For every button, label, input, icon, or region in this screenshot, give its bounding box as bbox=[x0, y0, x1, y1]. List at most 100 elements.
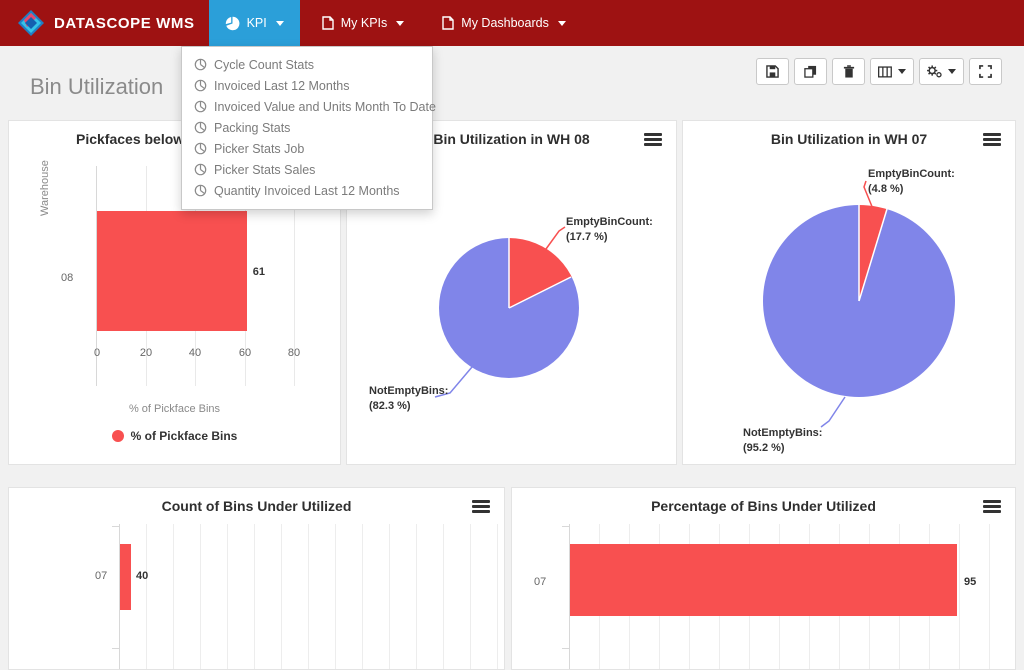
pie-label-empty: EmptyBinCount: (17.7 %) bbox=[566, 216, 653, 243]
chart-panel-percentage: Percentage of Bins Under Utilized 07 95 bbox=[511, 487, 1016, 670]
kpi-dropdown-menu: Cycle Count Stats Invoiced Last 12 Month… bbox=[181, 46, 436, 210]
nav-my-kpis[interactable]: My KPIs bbox=[306, 0, 421, 46]
trash-icon bbox=[843, 65, 854, 78]
brand-name: DATASCOPE WMS bbox=[54, 14, 195, 32]
chart-menu-icon[interactable] bbox=[644, 133, 662, 146]
menu-item-label: Packing Stats bbox=[214, 120, 291, 135]
chart-title: Count of Bins Under Utilized bbox=[161, 498, 352, 514]
pie-chart-icon bbox=[194, 184, 207, 197]
chevron-down-icon bbox=[948, 69, 956, 74]
save-button[interactable] bbox=[756, 58, 789, 85]
menu-item-quantity-invoiced[interactable]: Quantity Invoiced Last 12 Months bbox=[182, 180, 432, 201]
delete-button[interactable] bbox=[832, 58, 865, 85]
bar-value-label: 40 bbox=[136, 570, 149, 582]
columns-icon bbox=[878, 65, 892, 78]
nav-my-dashboards-label: My Dashboards bbox=[461, 16, 549, 30]
pie-wh08[interactable] bbox=[439, 238, 579, 378]
axis-tick bbox=[112, 648, 119, 649]
brand[interactable]: DATASCOPE WMS bbox=[0, 0, 209, 46]
chevron-down-icon bbox=[898, 69, 906, 74]
pie-label-notempty: NotEmptyBins: (95.2 %) bbox=[743, 427, 823, 454]
chart-panel-count: Count of Bins Under Utilized 07 40 bbox=[8, 487, 505, 670]
menu-item-label: Invoiced Last 12 Months bbox=[214, 78, 350, 93]
nav-kpi[interactable]: KPI bbox=[208, 0, 300, 46]
dashboard-toolbar bbox=[756, 58, 1002, 85]
menu-item-label: Quantity Invoiced Last 12 Months bbox=[214, 183, 400, 198]
y-tick-label: 07 bbox=[95, 570, 108, 582]
axis-tick bbox=[112, 526, 119, 527]
file-icon bbox=[322, 16, 334, 30]
chart-menu-icon[interactable] bbox=[472, 500, 490, 513]
y-tick-label: 07 bbox=[534, 576, 547, 588]
y-tick-label: 08 bbox=[61, 272, 74, 284]
axis-tick bbox=[562, 648, 569, 649]
chart-title: Pickfaces below m bbox=[76, 131, 201, 147]
pie-label-notempty: NotEmptyBins: (82.3 %) bbox=[369, 385, 449, 412]
menu-item-invoiced-last-12-months[interactable]: Invoiced Last 12 Months bbox=[182, 75, 432, 96]
x-tick-label: 80 bbox=[287, 347, 301, 359]
chart-title: Percentage of Bins Under Utilized bbox=[651, 498, 876, 514]
chevron-down-icon bbox=[275, 20, 284, 26]
copy-button[interactable] bbox=[794, 58, 827, 85]
menu-item-label: Picker Stats Job bbox=[214, 141, 305, 156]
menu-item-picker-stats-job[interactable]: Picker Stats Job bbox=[182, 138, 432, 159]
pie-wh07[interactable] bbox=[763, 205, 955, 397]
pie-chart-icon bbox=[225, 16, 240, 31]
menu-item-cycle-count-stats[interactable]: Cycle Count Stats bbox=[182, 54, 432, 75]
fullscreen-icon bbox=[979, 65, 992, 78]
top-navbar: DATASCOPE WMS KPI My KPIs My Dashb bbox=[0, 0, 1024, 46]
chart-menu-icon[interactable] bbox=[983, 133, 1001, 146]
columns-button[interactable] bbox=[870, 58, 914, 85]
bar-value-label: 61 bbox=[252, 266, 265, 278]
chart-panel-wh07: Bin Utilization in WH 07 EmptyBinCount: … bbox=[682, 120, 1016, 465]
x-tick-label: 0 bbox=[93, 347, 101, 359]
chart-menu-icon[interactable] bbox=[983, 500, 1001, 513]
gears-icon bbox=[927, 65, 942, 78]
menu-item-label: Cycle Count Stats bbox=[214, 57, 315, 72]
chart-legend: % of Pickface Bins bbox=[9, 429, 340, 443]
copy-icon bbox=[804, 65, 817, 78]
chart-title: Bin Utilization in WH 07 bbox=[770, 131, 928, 147]
x-tick-label: 60 bbox=[238, 347, 252, 359]
fullscreen-button[interactable] bbox=[969, 58, 1002, 85]
pie-chart-icon bbox=[194, 163, 207, 176]
y-axis-line bbox=[569, 524, 570, 669]
chevron-down-icon bbox=[396, 20, 405, 26]
nav-my-kpis-label: My KPIs bbox=[340, 16, 388, 30]
menu-item-invoiced-value-units[interactable]: Invoiced Value and Units Month To Date bbox=[182, 96, 436, 117]
pie-chart-icon bbox=[194, 79, 207, 92]
y-axis-title: Warehouse bbox=[39, 160, 51, 216]
nav-my-dashboards[interactable]: My Dashboards bbox=[426, 0, 582, 46]
plot-area bbox=[119, 524, 499, 669]
file-icon bbox=[442, 16, 454, 30]
x-tick-label: 40 bbox=[188, 347, 202, 359]
bar-value-label: 95 bbox=[964, 576, 977, 588]
menu-item-label: Invoiced Value and Units Month To Date bbox=[214, 99, 436, 114]
save-icon bbox=[766, 65, 779, 78]
chart-panel-pickfaces: Pickfaces below m Warehouse 08 61 0 20 4… bbox=[8, 120, 341, 465]
chart-title: Bin Utilization in WH 08 bbox=[433, 131, 590, 147]
wh08-bar[interactable] bbox=[97, 211, 247, 331]
page-title: Bin Utilization bbox=[30, 74, 164, 99]
menu-item-picker-stats-sales[interactable]: Picker Stats Sales bbox=[182, 159, 432, 180]
pie-chart-icon bbox=[194, 58, 207, 71]
nav-kpi-label: KPI bbox=[246, 16, 267, 30]
x-tick-label: 20 bbox=[139, 347, 153, 359]
legend-marker bbox=[111, 430, 124, 442]
menu-item-packing-stats[interactable]: Packing Stats bbox=[182, 117, 432, 138]
chevron-down-icon bbox=[557, 20, 566, 26]
x-axis-title: % of Pickface Bins bbox=[128, 403, 221, 415]
percentage-bar[interactable] bbox=[570, 544, 957, 616]
gridline bbox=[293, 166, 295, 386]
menu-item-label: Picker Stats Sales bbox=[214, 162, 316, 177]
count-bar[interactable] bbox=[120, 544, 131, 610]
y-axis-line bbox=[119, 524, 120, 669]
legend-label[interactable]: % of Pickface Bins bbox=[130, 429, 238, 443]
pie-chart-icon bbox=[194, 142, 207, 155]
pie-label-empty: EmptyBinCount: (4.8 %) bbox=[868, 168, 955, 195]
pie-chart-icon bbox=[194, 121, 207, 134]
pie-chart-icon bbox=[194, 100, 207, 113]
settings-button[interactable] bbox=[919, 58, 964, 85]
plot-area: 61 bbox=[96, 166, 306, 386]
axis-tick bbox=[562, 526, 569, 527]
